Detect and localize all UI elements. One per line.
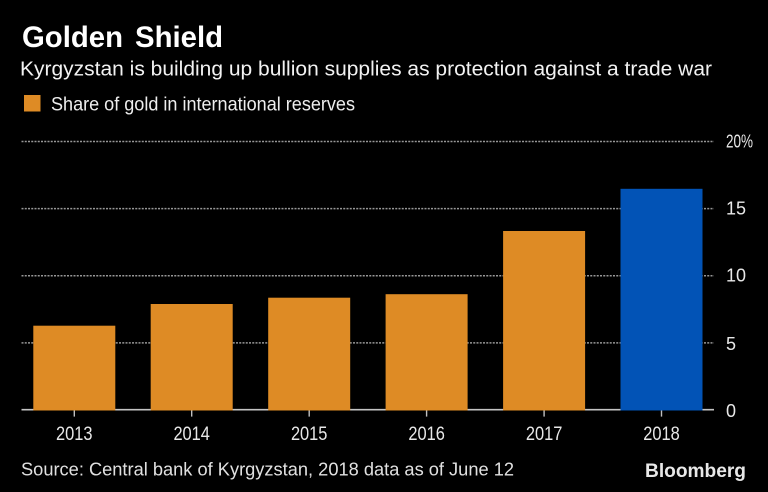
svg-text:2015: 2015 [291, 423, 328, 445]
svg-text:0: 0 [726, 401, 736, 421]
svg-text:2014: 2014 [173, 423, 210, 445]
svg-text:Kyrgyzstan is building up bull: Kyrgyzstan is building up bullion suppli… [20, 58, 712, 81]
svg-text:2018: 2018 [643, 423, 680, 445]
svg-text:5: 5 [726, 334, 736, 354]
svg-text:Golden Shield: Golden Shield [22, 21, 223, 54]
svg-text:15: 15 [726, 199, 746, 219]
svg-text:Share of gold in international: Share of gold in international reserves [51, 94, 355, 116]
svg-text:Source: Central bank of Kyrgyz: Source: Central bank of Kyrgyzstan, 2018… [21, 459, 514, 480]
svg-text:10: 10 [726, 266, 746, 286]
svg-text:20%: 20% [726, 131, 753, 151]
svg-text:2013: 2013 [56, 423, 93, 445]
svg-text:2016: 2016 [408, 423, 445, 445]
svg-text:2017: 2017 [526, 423, 563, 445]
svg-text:Bloomberg: Bloomberg [645, 460, 746, 482]
